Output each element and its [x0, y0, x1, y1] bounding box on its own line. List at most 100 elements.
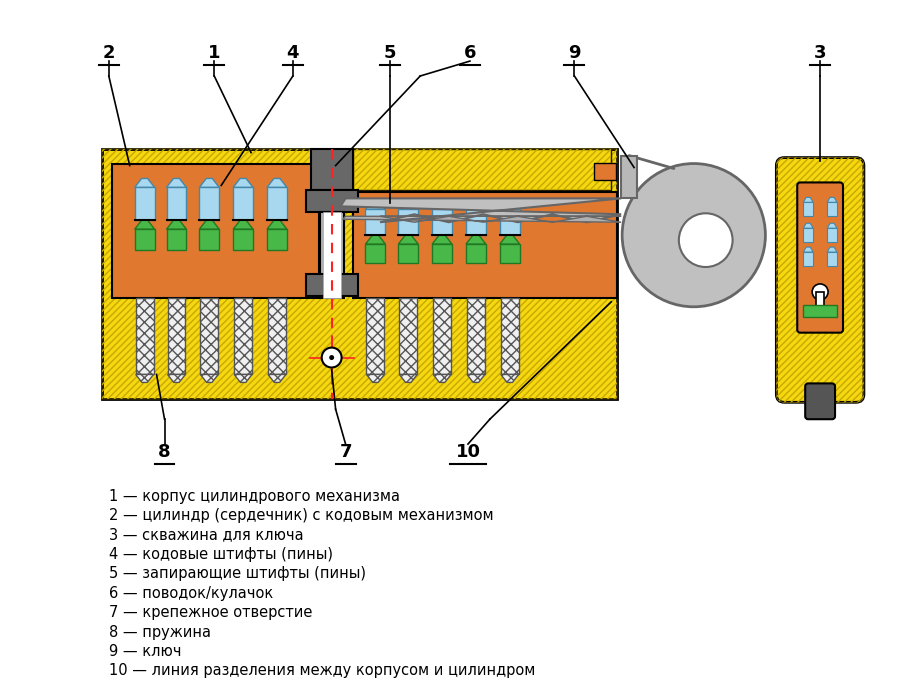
Bar — [827, 252, 837, 266]
Polygon shape — [135, 220, 155, 229]
Polygon shape — [827, 198, 837, 202]
Bar — [167, 229, 187, 250]
Bar — [466, 244, 485, 263]
Text: 1 — корпус цилиндрового механизма: 1 — корпус цилиндрового механизма — [109, 489, 399, 504]
Bar — [466, 209, 485, 235]
Bar — [311, 148, 353, 190]
Bar — [322, 212, 341, 298]
Text: 8 — пружина: 8 — пружина — [109, 624, 211, 640]
Text: 8: 8 — [158, 443, 171, 461]
Polygon shape — [433, 374, 451, 382]
Polygon shape — [365, 235, 386, 244]
Bar — [366, 298, 385, 374]
Bar — [135, 187, 155, 220]
Polygon shape — [341, 198, 621, 222]
Polygon shape — [827, 247, 837, 252]
Text: 1: 1 — [208, 44, 221, 62]
Bar — [594, 163, 616, 181]
Bar — [168, 298, 185, 374]
Bar — [102, 148, 617, 399]
Bar — [136, 298, 154, 374]
Bar — [167, 187, 187, 220]
Text: 10 — линия разделения между корпусом и цилиндром: 10 — линия разделения между корпусом и ц… — [109, 663, 535, 679]
Bar — [365, 244, 386, 263]
Bar — [200, 229, 219, 250]
Text: 6: 6 — [463, 44, 476, 62]
Bar — [320, 212, 344, 298]
Polygon shape — [167, 220, 187, 229]
Polygon shape — [267, 179, 287, 187]
Text: 7 — крепежное отверстие: 7 — крепежное отверстие — [109, 605, 312, 620]
Polygon shape — [234, 179, 253, 187]
Bar — [398, 209, 419, 235]
Polygon shape — [501, 374, 518, 382]
Bar — [267, 187, 287, 220]
Circle shape — [322, 347, 342, 367]
Polygon shape — [500, 235, 519, 244]
Polygon shape — [500, 200, 519, 209]
Polygon shape — [268, 374, 286, 382]
Polygon shape — [432, 200, 452, 209]
Circle shape — [622, 163, 766, 307]
Bar — [500, 244, 519, 263]
Bar — [234, 229, 253, 250]
Bar — [399, 298, 417, 374]
Polygon shape — [365, 200, 386, 209]
Bar — [803, 202, 813, 216]
Text: 5: 5 — [384, 44, 397, 62]
Polygon shape — [398, 200, 419, 209]
Bar — [112, 163, 319, 298]
Bar — [433, 298, 451, 374]
Bar — [135, 229, 155, 250]
Bar — [500, 209, 519, 235]
Bar — [398, 244, 419, 263]
Bar — [803, 252, 813, 266]
Bar — [432, 244, 452, 263]
Polygon shape — [136, 374, 154, 382]
Bar — [234, 187, 253, 220]
Bar — [234, 298, 252, 374]
Polygon shape — [827, 223, 837, 228]
Bar — [467, 298, 485, 374]
Bar — [816, 292, 824, 312]
Bar — [803, 305, 837, 317]
FancyBboxPatch shape — [797, 183, 843, 332]
Polygon shape — [399, 374, 417, 382]
Polygon shape — [466, 200, 485, 209]
Text: 5 — запирающие штифты (пины): 5 — запирающие штифты (пины) — [109, 566, 365, 581]
Polygon shape — [135, 179, 155, 187]
Circle shape — [812, 284, 828, 300]
FancyBboxPatch shape — [805, 384, 835, 419]
Polygon shape — [234, 220, 253, 229]
Polygon shape — [267, 220, 287, 229]
Bar — [803, 228, 813, 242]
Polygon shape — [366, 374, 385, 382]
Polygon shape — [621, 155, 637, 198]
Text: 9: 9 — [568, 44, 581, 62]
Text: 4: 4 — [287, 44, 300, 62]
Bar — [353, 192, 617, 298]
Bar — [827, 228, 837, 242]
Polygon shape — [467, 374, 485, 382]
Polygon shape — [343, 216, 621, 222]
Polygon shape — [398, 235, 419, 244]
Bar — [353, 148, 611, 190]
Polygon shape — [432, 235, 452, 244]
Text: 7: 7 — [339, 443, 352, 461]
Bar — [365, 209, 386, 235]
Polygon shape — [803, 198, 813, 202]
Polygon shape — [234, 374, 252, 382]
Bar — [200, 187, 219, 220]
Text: 4 — кодовые штифты (пины): 4 — кодовые штифты (пины) — [109, 547, 333, 562]
Bar — [353, 148, 611, 190]
Text: 2: 2 — [103, 44, 115, 62]
Circle shape — [329, 355, 334, 360]
Polygon shape — [200, 220, 219, 229]
Text: 9 — ключ: 9 — ключ — [109, 644, 181, 659]
Polygon shape — [168, 374, 185, 382]
Bar — [432, 209, 452, 235]
Text: 3: 3 — [814, 44, 826, 62]
Polygon shape — [201, 374, 218, 382]
Bar — [268, 298, 286, 374]
FancyBboxPatch shape — [777, 157, 864, 402]
